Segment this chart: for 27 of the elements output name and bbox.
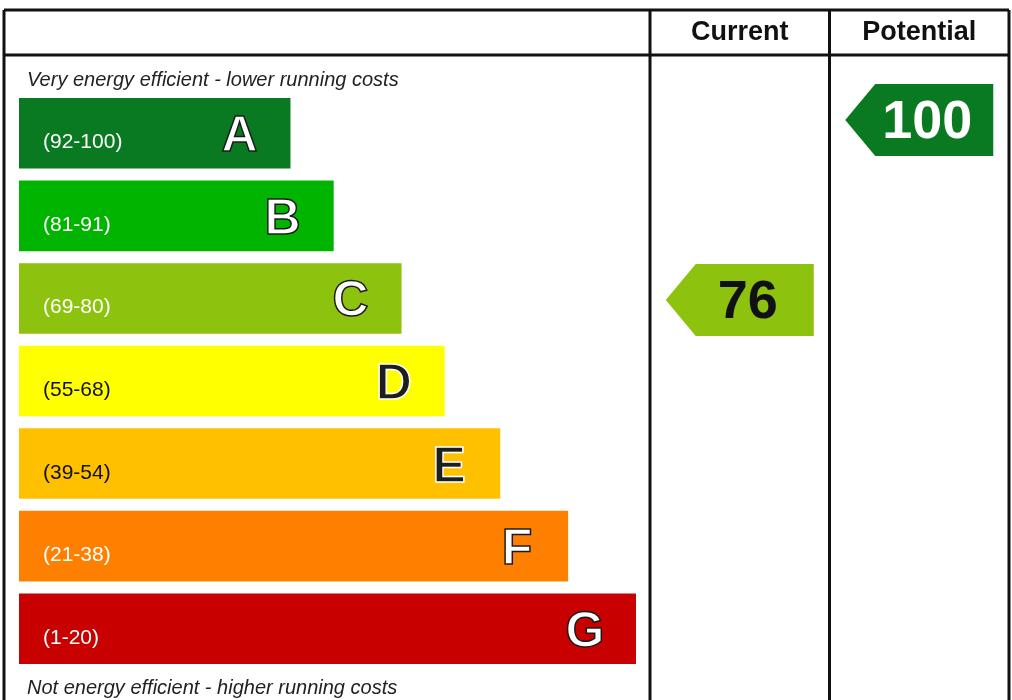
text: 76 [717,269,778,329]
text: 100 [882,89,973,149]
annotation: (21-38) [43,542,111,566]
y-tick-label: D [375,354,412,410]
text: Very energy efficient - lower running costs [27,68,399,90]
text: Potential [862,16,977,46]
y-tick-label: F [501,519,533,576]
annotation: (69-80) [43,294,111,318]
text: Not energy efficient - higher running costs [27,676,398,698]
y-tick-label: E [432,436,466,493]
bar [19,510,569,582]
bar [19,180,334,252]
annotation: (81-91) [43,211,111,235]
bar [19,263,402,334]
bar [19,593,636,665]
bar [19,97,291,169]
bar [19,345,445,417]
annotation: (39-54) [43,459,111,483]
annotation: (55-68) [43,377,111,400]
y-tick-label: B [264,188,301,245]
annotation: (92-100) [43,129,123,153]
y-tick-label: A [221,106,258,163]
y-tick-label: C [332,271,369,328]
text: Current [690,16,789,46]
bar [19,428,501,499]
y-tick-label: G [565,601,605,658]
annotation: (1-20) [43,624,100,648]
